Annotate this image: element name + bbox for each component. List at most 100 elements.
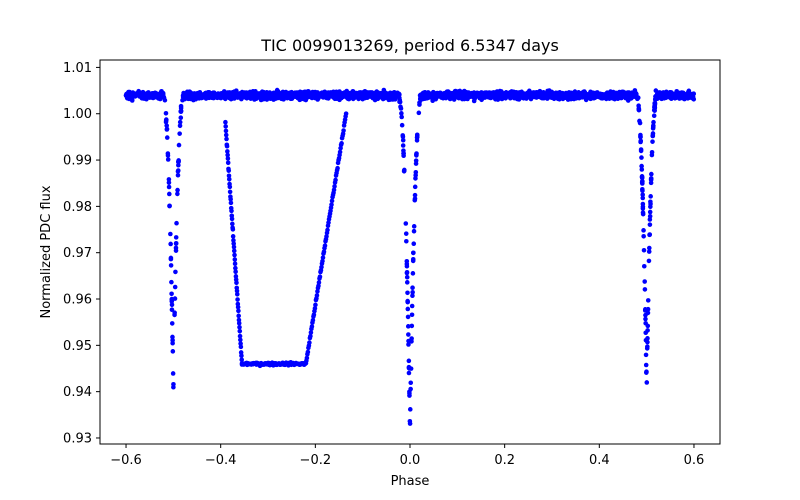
- data-point: [232, 257, 238, 262]
- data-point: [145, 94, 151, 100]
- data-point: [349, 90, 355, 96]
- data-point: [404, 238, 409, 244]
- data-point: [650, 124, 656, 130]
- data-point: [231, 241, 236, 246]
- data-point: [412, 184, 418, 190]
- data-point: [129, 98, 135, 103]
- data-point: [409, 312, 415, 318]
- data-point: [637, 118, 642, 124]
- data-point: [680, 90, 686, 96]
- data-point: [233, 265, 238, 271]
- data-point: [369, 90, 375, 95]
- data-point: [417, 96, 423, 102]
- data-point: [401, 153, 406, 159]
- data-point: [399, 114, 404, 120]
- data-point: [644, 380, 650, 385]
- data-point: [636, 103, 641, 109]
- data-point: [411, 250, 416, 256]
- data-point: [333, 177, 338, 183]
- data-point: [410, 271, 416, 276]
- data-point: [404, 270, 410, 276]
- data-point: [407, 389, 412, 395]
- data-point: [308, 330, 314, 335]
- data-point: [229, 208, 234, 214]
- data-point: [400, 137, 406, 143]
- data-point: [650, 133, 656, 139]
- data-point: [163, 111, 169, 116]
- data-point: [648, 194, 653, 199]
- data-point: [642, 287, 648, 292]
- data-point: [307, 340, 312, 345]
- data-point: [172, 312, 177, 318]
- data-point: [175, 168, 181, 173]
- data-point: [647, 245, 652, 251]
- data-point: [409, 303, 415, 309]
- data-point: [647, 214, 653, 219]
- data-point: [234, 280, 239, 286]
- y-tick-label: 1.01: [63, 61, 92, 76]
- data-point: [648, 177, 654, 183]
- data-point: [647, 232, 653, 237]
- data-point: [324, 234, 329, 239]
- data-point: [414, 135, 420, 140]
- data-point: [189, 91, 195, 96]
- data-point: [228, 196, 233, 202]
- data-point: [157, 92, 162, 98]
- data-point: [650, 139, 655, 144]
- data-point: [611, 93, 617, 98]
- data-point: [238, 337, 243, 343]
- data-point: [341, 128, 346, 133]
- data-point: [400, 133, 406, 138]
- data-point: [630, 94, 636, 100]
- data-point: [177, 119, 183, 125]
- data-point: [542, 95, 547, 100]
- data-point: [169, 321, 175, 326]
- data-point: [405, 314, 411, 320]
- data-point: [133, 92, 139, 98]
- data-point: [320, 258, 325, 264]
- data-point: [407, 393, 412, 398]
- data-point: [441, 92, 446, 98]
- data-point: [401, 148, 406, 153]
- data-point: [685, 92, 690, 98]
- data-point: [406, 342, 411, 347]
- data-point: [317, 274, 323, 279]
- data-point: [394, 92, 400, 98]
- data-point: [176, 162, 181, 168]
- data-point: [234, 288, 240, 294]
- data-point: [639, 167, 645, 172]
- data-point: [223, 124, 228, 129]
- data-point: [651, 119, 656, 125]
- data-point: [175, 172, 181, 178]
- data-point: [460, 91, 465, 97]
- data-point: [237, 93, 242, 98]
- data-point: [228, 200, 234, 206]
- data-point: [406, 338, 411, 344]
- data-point: [177, 131, 182, 136]
- data-point: [176, 159, 181, 165]
- data-point: [320, 255, 326, 260]
- data-point: [225, 160, 231, 166]
- data-point: [234, 292, 240, 297]
- data-point: [248, 90, 254, 96]
- y-tick-label: 0.93: [63, 431, 92, 446]
- data-point: [326, 220, 331, 225]
- data-point: [620, 89, 625, 95]
- data-point: [641, 247, 647, 253]
- data-point: [537, 89, 543, 95]
- data-point: [670, 92, 676, 97]
- data-point: [329, 198, 335, 204]
- data-point: [331, 187, 337, 193]
- data-point: [602, 92, 607, 98]
- data-point: [221, 95, 227, 101]
- data-point: [406, 358, 412, 364]
- data-point: [408, 380, 414, 386]
- data-point: [264, 97, 270, 102]
- data-point: [334, 94, 339, 99]
- data-point: [173, 235, 179, 240]
- data-point: [568, 92, 574, 97]
- data-point: [238, 344, 244, 350]
- data-point: [274, 87, 280, 93]
- data-point: [177, 123, 183, 129]
